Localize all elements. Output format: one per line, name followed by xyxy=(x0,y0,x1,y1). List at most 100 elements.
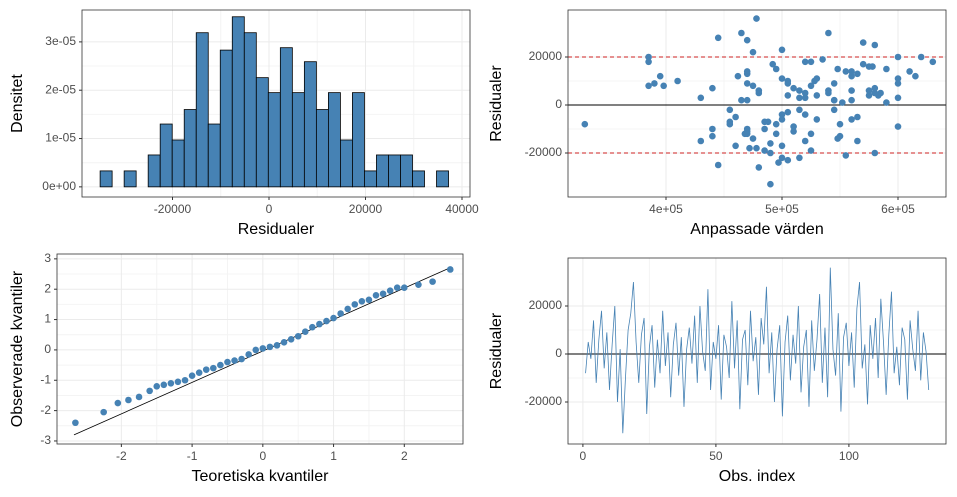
panel-border xyxy=(567,257,947,445)
point xyxy=(651,80,658,87)
bar xyxy=(291,92,305,188)
point xyxy=(772,130,780,138)
point xyxy=(743,36,751,44)
y-tick-label: 1e-05 xyxy=(45,131,76,145)
point xyxy=(801,111,809,118)
point xyxy=(344,305,352,313)
point xyxy=(72,419,79,427)
point xyxy=(871,149,879,157)
point xyxy=(400,284,408,291)
point xyxy=(784,108,792,116)
point xyxy=(273,342,281,349)
point xyxy=(813,116,821,123)
point xyxy=(280,339,288,346)
point xyxy=(645,53,652,61)
point xyxy=(153,383,161,390)
point xyxy=(830,80,838,87)
point xyxy=(743,128,751,135)
point xyxy=(778,142,786,150)
point xyxy=(753,144,760,152)
point xyxy=(114,399,122,407)
point xyxy=(784,156,792,164)
point xyxy=(796,94,803,102)
point xyxy=(188,372,196,380)
y-axis-title: Densitet xyxy=(9,74,26,133)
point xyxy=(301,328,309,335)
point xyxy=(238,355,245,363)
panel-border xyxy=(567,9,947,198)
bar xyxy=(243,32,257,188)
point xyxy=(834,65,841,73)
point xyxy=(714,34,722,42)
point xyxy=(726,118,734,126)
point xyxy=(181,376,189,384)
point xyxy=(848,87,855,94)
point xyxy=(316,320,323,328)
point xyxy=(801,58,809,66)
point xyxy=(917,53,925,61)
point xyxy=(330,314,337,322)
x-tick-label: 100 xyxy=(839,449,859,463)
bar xyxy=(171,139,185,188)
y-tick-label: 0 xyxy=(555,346,562,360)
point xyxy=(743,68,751,75)
y-tick-label: -20000 xyxy=(525,394,563,408)
point xyxy=(135,393,143,401)
point xyxy=(351,301,359,308)
point xyxy=(365,296,373,304)
x-tick-label: -20000 xyxy=(154,202,192,216)
x-tick-label: 4e+05 xyxy=(649,202,683,216)
point xyxy=(848,116,855,123)
point xyxy=(749,48,757,56)
point xyxy=(769,60,777,68)
point xyxy=(906,68,913,75)
point xyxy=(767,140,774,147)
point xyxy=(801,94,809,102)
bar xyxy=(436,170,449,188)
point xyxy=(859,39,867,46)
point xyxy=(753,15,760,22)
point xyxy=(749,82,757,90)
point xyxy=(160,381,168,389)
point xyxy=(784,80,792,87)
point xyxy=(813,92,821,99)
x-tick-label: 5e+05 xyxy=(765,202,799,216)
point xyxy=(224,358,231,366)
bar xyxy=(267,92,281,188)
bar xyxy=(195,32,209,188)
bar xyxy=(400,154,413,188)
point xyxy=(697,137,705,145)
point xyxy=(167,379,175,387)
x-tick-label: 1 xyxy=(330,449,337,463)
point xyxy=(819,56,826,63)
point xyxy=(323,317,330,325)
point xyxy=(854,113,861,121)
point xyxy=(801,89,809,97)
point xyxy=(726,106,734,114)
x-axis-title: Residualer xyxy=(238,221,315,238)
y-tick-label: 0 xyxy=(44,342,51,356)
x-tick-label: 0 xyxy=(266,202,273,216)
y-tick-label: -2 xyxy=(40,403,51,417)
point xyxy=(854,70,861,78)
point xyxy=(309,323,316,331)
bar xyxy=(376,154,389,188)
point xyxy=(245,351,252,358)
point xyxy=(796,154,803,162)
point xyxy=(859,60,867,68)
point xyxy=(775,159,782,166)
bar xyxy=(183,109,197,188)
bar xyxy=(340,139,353,188)
point xyxy=(894,75,902,82)
point xyxy=(865,92,873,99)
point xyxy=(379,290,387,298)
point xyxy=(772,120,780,128)
bar xyxy=(255,77,269,188)
y-tick-label: 1 xyxy=(44,312,51,326)
point xyxy=(761,147,768,154)
point xyxy=(100,408,107,416)
point xyxy=(801,137,809,145)
point xyxy=(871,84,879,92)
point xyxy=(294,332,302,340)
y-tick-label: -1 xyxy=(40,372,51,386)
